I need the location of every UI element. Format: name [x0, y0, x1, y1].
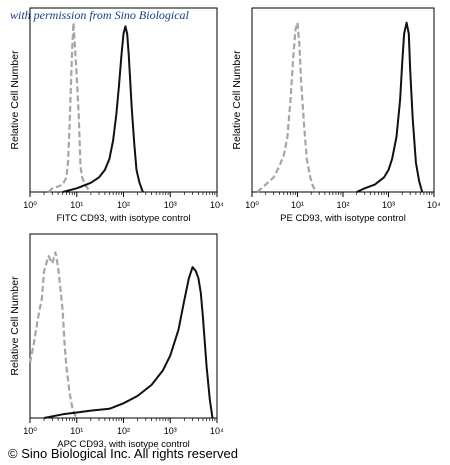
- x-tick-label: 10²: [117, 426, 130, 436]
- x-tick-label: 10³: [164, 200, 177, 210]
- x-tick-label: 10³: [164, 426, 177, 436]
- x-tick-label: 10²: [336, 200, 349, 210]
- cd93-stained-curve: [62, 25, 144, 193]
- x-tick-label: 10⁴: [210, 426, 224, 436]
- x-tick-label: 10⁴: [427, 200, 441, 210]
- x-tick-label: 10⁰: [245, 200, 259, 210]
- x-tick-label: 10¹: [291, 200, 304, 210]
- x-tick-label: 10³: [382, 200, 395, 210]
- histogram-panels: 10⁰ 10¹ 10² 10³ 10⁴ FITC CD93, with isotype c…: [9, 7, 441, 450]
- cd93-stained-curve: [43, 266, 214, 419]
- watermark-text: with permission from Sino Biological: [10, 8, 190, 22]
- y-axis-label: Relative Cell Number: [9, 50, 21, 150]
- x-tick-label: 10⁰: [23, 426, 37, 436]
- histogram-panel-2: 10⁰ 10¹ 10² 10³ 10⁴ PE CD93, with isotype con…: [231, 7, 441, 224]
- x-axis-label: PE CD93, with isotype control: [280, 213, 406, 224]
- x-tick-label: 10⁴: [210, 200, 224, 210]
- y-axis-label: Relative Cell Number: [231, 50, 243, 150]
- x-tick-label: 10¹: [70, 200, 83, 210]
- x-tick-label: 10¹: [70, 426, 83, 436]
- copyright-notice: © Sino Biological Inc. All rights reserv…: [8, 446, 238, 461]
- histogram-panel-1: 10⁰ 10¹ 10² 10³ 10⁴ FITC CD93, with isotype c…: [9, 7, 224, 224]
- x-tick-label: 10⁰: [23, 200, 37, 210]
- x-axis-label: FITC CD93, with isotype control: [56, 213, 190, 224]
- cd93-stained-curve: [356, 21, 424, 193]
- x-axis-label: APC CD93, with isotype control: [57, 439, 190, 450]
- histogram-panel-3: 10⁰ 10¹ 10² 10³ 10⁴ APC CD93, with isotype co…: [9, 233, 224, 450]
- y-axis-label: Relative Cell Number: [9, 276, 21, 376]
- isotype-control-curve: [28, 251, 78, 419]
- isotype-control-curve: [47, 21, 92, 193]
- isotype-control-curve: [256, 21, 318, 193]
- x-tick-label: 10²: [117, 200, 130, 210]
